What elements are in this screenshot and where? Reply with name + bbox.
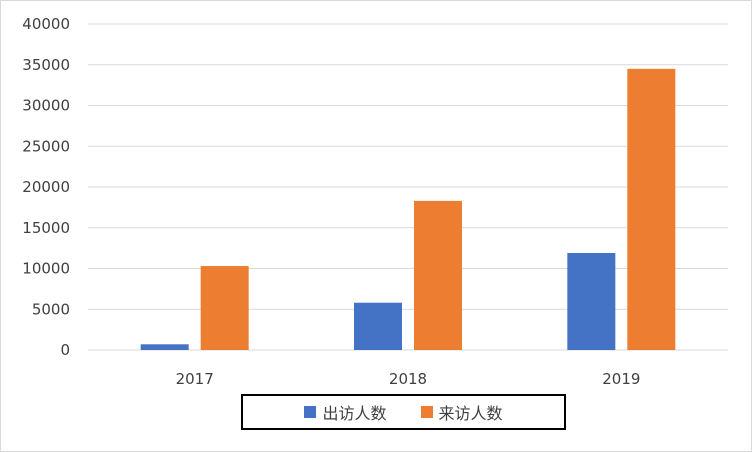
gridlines bbox=[88, 23, 728, 351]
x-tick-label: 2019 bbox=[602, 370, 640, 388]
bar-outbound-2017 bbox=[140, 344, 189, 350]
bar-outbound-2019 bbox=[567, 253, 616, 350]
x-tick-label: 2017 bbox=[176, 370, 214, 388]
y-tick-label: 15000 bbox=[22, 219, 70, 237]
y-tick-label: 40000 bbox=[22, 15, 70, 33]
y-axis-ticks: 0 5000 10000 15000 20000 25000 30000 35000 40000 bbox=[22, 15, 70, 359]
bar-outbound-2018 bbox=[354, 302, 402, 350]
legend-label-outbound: 出访人数 bbox=[322, 404, 387, 423]
legend-item-outbound: 出访人数 bbox=[304, 400, 387, 424]
y-tick-label: 30000 bbox=[22, 97, 70, 115]
bars bbox=[140, 68, 676, 350]
legend: 出访人数 来访人数 bbox=[241, 394, 566, 430]
y-tick-label: 20000 bbox=[22, 178, 70, 196]
bar-inbound-2017 bbox=[200, 266, 249, 350]
y-tick-label: 25000 bbox=[22, 137, 70, 155]
legend-item-inbound: 来访人数 bbox=[420, 400, 503, 424]
bar-inbound-2018 bbox=[414, 200, 462, 350]
y-tick-label: 35000 bbox=[22, 56, 70, 74]
y-tick-label: 5000 bbox=[32, 300, 70, 318]
legend-swatch-outbound bbox=[304, 406, 317, 418]
y-tick-label: 0 bbox=[60, 341, 70, 359]
y-tick-label: 10000 bbox=[22, 260, 70, 278]
legend-swatch-inbound bbox=[420, 406, 433, 418]
x-axis-ticks: 2017 2018 2019 bbox=[176, 370, 641, 388]
legend-label-inbound: 来访人数 bbox=[438, 404, 503, 423]
bar-inbound-2019 bbox=[627, 68, 676, 350]
x-tick-label: 2018 bbox=[389, 370, 427, 388]
